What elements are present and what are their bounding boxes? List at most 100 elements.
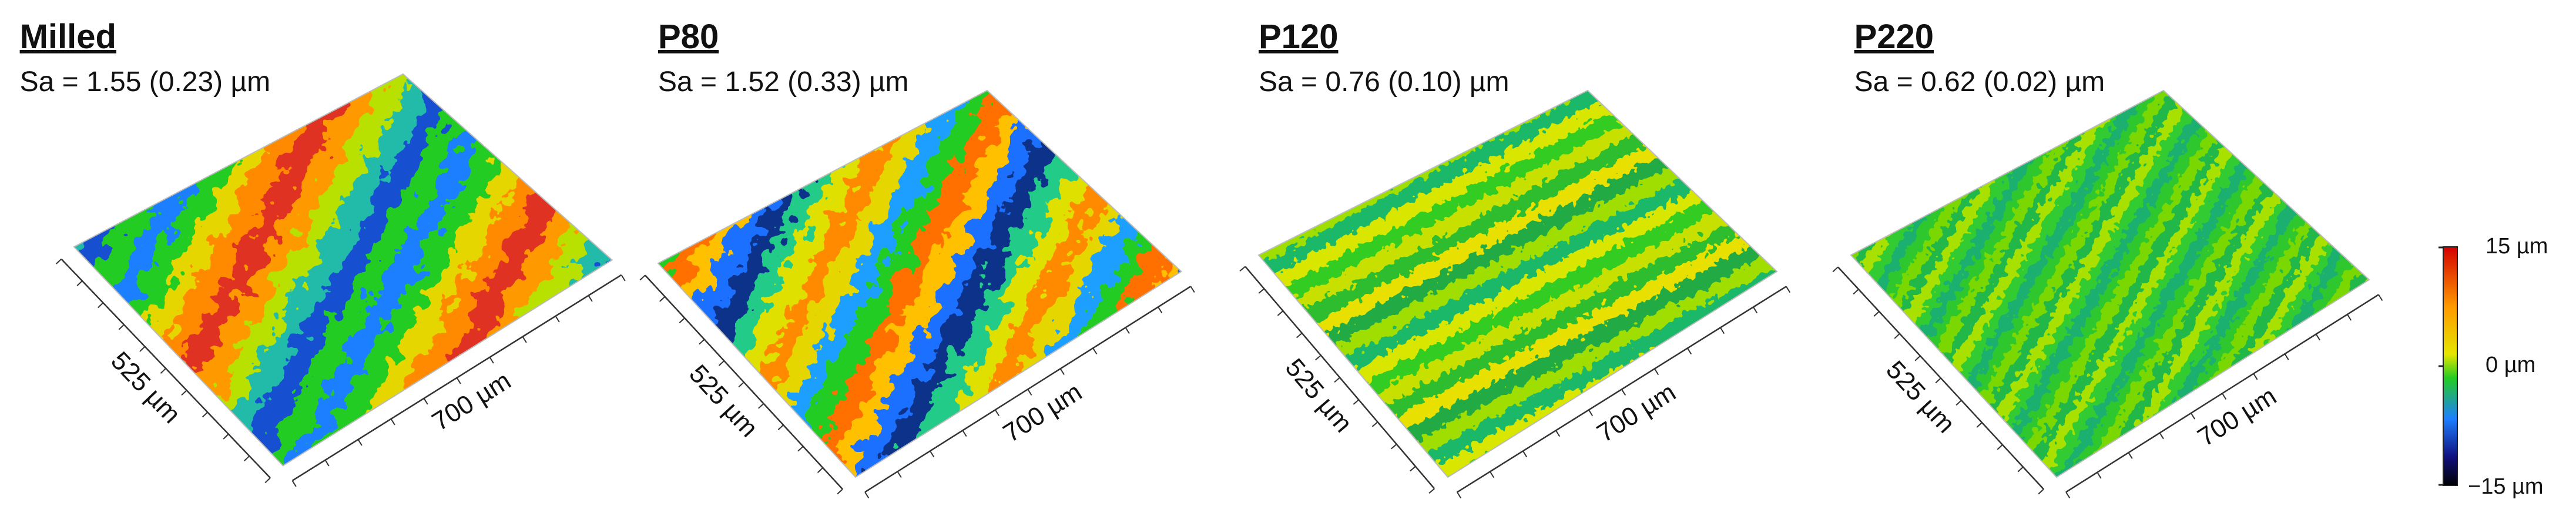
axis-tick — [390, 418, 395, 426]
axis-tick — [118, 324, 125, 330]
axis-tick — [1720, 327, 1725, 334]
axis-tick — [1873, 311, 1880, 317]
surface-panel: P120 Sa = 0.76 (0.10) µm 525 µm 700 µm — [1239, 18, 1791, 499]
panel-title: Milled — [20, 18, 116, 56]
axis-tick — [202, 411, 208, 418]
axis-label: 525 µm — [1280, 353, 1358, 438]
axis-tick — [1786, 286, 1791, 293]
axis-tick — [2097, 472, 2102, 479]
axis-tick — [2159, 433, 2164, 440]
axis-tick — [2253, 373, 2258, 380]
axis-tick — [718, 360, 725, 366]
axis-tick — [2128, 452, 2133, 459]
axis-tick — [1027, 388, 1032, 396]
colorbar-label: −15 µm — [2468, 474, 2544, 499]
axis-tick — [1621, 388, 1626, 396]
axis-tick — [639, 274, 646, 281]
axis-tick — [522, 336, 527, 343]
axis-tick — [1490, 471, 1495, 478]
axis-tick — [1258, 288, 1265, 294]
surface-panel: Milled Sa = 1.55 (0.23) µm 525 µm 700 µm — [20, 18, 626, 487]
axis-tick — [76, 280, 83, 286]
axis-tick — [1654, 368, 1659, 376]
surface-map — [74, 74, 612, 466]
axis-tick — [837, 488, 843, 495]
axis-tick — [797, 445, 804, 452]
axis-tick — [1687, 347, 1692, 355]
axis-tick — [456, 377, 461, 384]
axis-tick — [264, 477, 271, 484]
axis-label: 525 µm — [1880, 356, 1960, 439]
axis-tick — [1353, 399, 1360, 405]
axis-tick — [1059, 368, 1065, 376]
axis-tick — [2315, 334, 2320, 341]
axis-tick — [1092, 347, 1098, 355]
axis-tick — [2190, 413, 2196, 420]
axis-tick — [2222, 393, 2227, 400]
panel-title: P120 — [1259, 18, 1338, 56]
axis-tick — [758, 403, 764, 409]
axis-tick — [864, 491, 870, 499]
colorbar-label: 15 µm — [2486, 234, 2548, 259]
axis-label: 525 µm — [105, 346, 186, 429]
axis-tick — [243, 455, 250, 461]
axis-tick — [1296, 333, 1303, 339]
axis-tick — [777, 424, 784, 431]
axis-tick — [1410, 465, 1416, 472]
axis-tick — [223, 433, 229, 440]
axis-tick — [291, 480, 297, 487]
axis-tick — [1239, 266, 1246, 272]
axis-tick — [1935, 377, 1941, 384]
axis-label: 700 µm — [427, 366, 516, 437]
axis-tick — [1190, 286, 1195, 293]
axis-tick — [588, 295, 593, 302]
axis-tick — [1555, 430, 1561, 437]
axis-tick — [357, 439, 363, 446]
surface-map — [658, 91, 1182, 477]
axis-tick — [1158, 306, 1163, 314]
axis-tick — [1997, 444, 2003, 450]
axis-tick — [2038, 488, 2044, 495]
axis-tick — [962, 430, 967, 437]
axis-tick — [181, 390, 187, 396]
surface-outline — [657, 89, 1183, 478]
colorbar-scale — [2443, 246, 2458, 486]
axis-label: 700 µm — [1592, 378, 1681, 448]
axis-tick — [98, 302, 104, 309]
axis-tick — [423, 398, 428, 405]
surface-panel: P220 Sa = 0.62 (0.02) µm 525 µm 700 µm — [1832, 18, 2383, 499]
axis-tick — [1277, 310, 1284, 316]
axis-tick — [1976, 422, 1983, 428]
axis-tick — [55, 258, 62, 264]
roughness-value: Sa = 1.52 (0.33) µm — [658, 66, 909, 98]
axis-tick — [1588, 409, 1594, 417]
axis-tick — [817, 467, 824, 473]
axis-tick — [930, 450, 935, 458]
axis-tick — [1853, 289, 1859, 295]
axis-tick — [620, 274, 626, 282]
axis-tick — [1371, 421, 1378, 427]
axis-tick — [699, 339, 705, 345]
axis-tick — [897, 471, 902, 478]
axis-label: 525 µm — [683, 359, 763, 443]
axis-tick — [1522, 450, 1528, 458]
axis-tick — [2065, 491, 2071, 499]
axis-tick — [2378, 294, 2383, 301]
roughness-value: Sa = 0.76 (0.10) µm — [1259, 66, 1510, 98]
surface-outline — [73, 73, 613, 467]
axis-tick — [2284, 353, 2289, 360]
surface-map — [1259, 91, 1777, 477]
panel-title: P80 — [658, 18, 719, 56]
colorbar-label: 0 µm — [2486, 353, 2535, 377]
axis-label: 700 µm — [998, 377, 1087, 448]
axis-tick — [738, 381, 744, 388]
axis-label: 700 µm — [2193, 381, 2282, 452]
roughness-value: Sa = 0.62 (0.02) µm — [1854, 66, 2105, 98]
axis-tick — [659, 296, 666, 302]
axis-tick — [1832, 266, 1839, 273]
surface-outline — [1257, 89, 1778, 478]
axis-tick — [2017, 466, 2024, 473]
surface-outline — [1850, 89, 2370, 478]
axis-tick — [1315, 354, 1321, 361]
axis-tick — [1334, 377, 1340, 383]
